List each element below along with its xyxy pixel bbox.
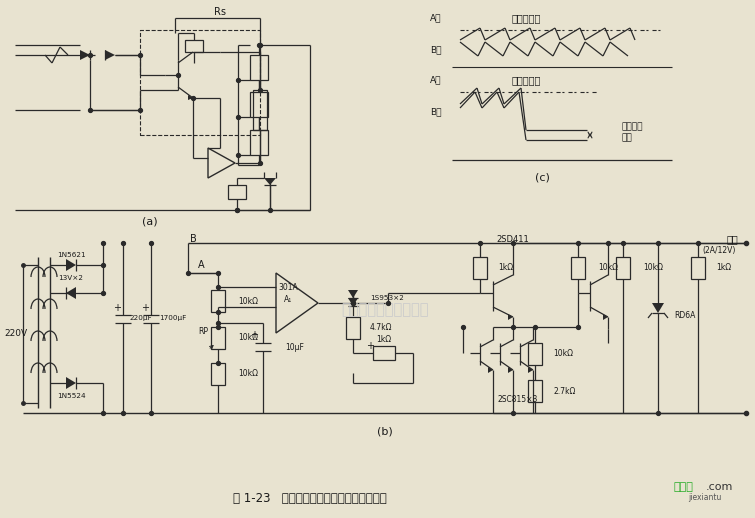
Text: 220μF: 220μF [130, 315, 153, 321]
Polygon shape [348, 298, 358, 306]
Bar [211, 363, 225, 385]
Bar [373, 346, 395, 360]
Bar [253, 90, 267, 130]
Text: B点: B点 [430, 108, 442, 117]
Text: 1kΩ: 1kΩ [716, 264, 731, 272]
Bar [346, 317, 360, 339]
Text: +: + [366, 341, 374, 351]
Text: A₁: A₁ [284, 295, 292, 304]
Text: 1700μF: 1700μF [159, 315, 186, 321]
Text: (a): (a) [142, 217, 158, 227]
Text: 10kΩ: 10kΩ [238, 334, 258, 342]
Text: 1S953×2: 1S953×2 [370, 295, 404, 301]
Bar [528, 380, 542, 402]
Polygon shape [264, 178, 276, 185]
Polygon shape [652, 303, 664, 313]
Bar [571, 257, 585, 279]
Text: 1N5621: 1N5621 [57, 252, 85, 258]
Bar [228, 185, 246, 199]
Polygon shape [508, 314, 513, 320]
Text: B: B [190, 234, 197, 244]
Bar [250, 92, 268, 117]
Text: A点: A点 [430, 76, 442, 84]
Text: RD6A: RD6A [674, 310, 695, 320]
Text: 过电压时: 过电压时 [622, 122, 643, 132]
Polygon shape [80, 50, 90, 60]
Text: 2.7kΩ: 2.7kΩ [553, 386, 575, 396]
Text: 接线图: 接线图 [674, 482, 694, 492]
Text: (2A/12V): (2A/12V) [703, 247, 736, 255]
Text: +: + [250, 330, 258, 340]
Polygon shape [66, 259, 76, 271]
Text: 2SD411: 2SD411 [496, 235, 528, 243]
Text: 10μF: 10μF [285, 342, 304, 352]
Polygon shape [348, 290, 358, 298]
Text: 杭州将睬科技有限公司: 杭州将睬科技有限公司 [341, 303, 429, 318]
Text: 10kΩ: 10kΩ [598, 264, 618, 272]
Text: 301A: 301A [278, 282, 298, 292]
Bar [185, 40, 203, 52]
Text: +: + [141, 303, 149, 313]
Text: 4.7kΩ: 4.7kΩ [370, 324, 393, 333]
Text: 10kΩ: 10kΩ [238, 369, 258, 379]
Text: 动作: 动作 [622, 134, 633, 142]
Bar [691, 257, 705, 279]
Bar [140, 30, 260, 135]
Bar [211, 290, 225, 312]
Polygon shape [66, 377, 76, 389]
Text: B点: B点 [430, 46, 442, 54]
Text: (c): (c) [535, 172, 550, 182]
Text: 输出: 输出 [726, 234, 738, 244]
Polygon shape [105, 50, 115, 60]
Polygon shape [508, 367, 513, 373]
Text: 13V×2: 13V×2 [58, 275, 84, 281]
Text: 图 1-23   设有过流保护回路的稳压电源电路: 图 1-23 设有过流保护回路的稳压电源电路 [233, 492, 387, 505]
Text: +: + [113, 303, 121, 313]
Polygon shape [488, 367, 493, 373]
Text: Rs: Rs [214, 7, 226, 17]
Text: 1kΩ: 1kΩ [377, 335, 392, 343]
Bar [528, 343, 542, 365]
Bar [616, 257, 630, 279]
Polygon shape [66, 287, 76, 299]
Text: 通常工作时: 通常工作时 [512, 13, 541, 23]
Text: .com: .com [706, 482, 733, 492]
Text: A: A [198, 260, 205, 270]
Text: 220V: 220V [5, 329, 28, 338]
Bar [211, 327, 225, 349]
Text: 1kΩ: 1kΩ [498, 264, 513, 272]
Bar [473, 257, 487, 279]
Text: (b): (b) [378, 426, 393, 436]
Text: 2SC815×3: 2SC815×3 [498, 396, 538, 405]
Polygon shape [188, 95, 193, 100]
Text: 10kΩ: 10kΩ [553, 350, 573, 358]
Text: 10kΩ: 10kΩ [238, 296, 258, 306]
Text: 1N5524: 1N5524 [57, 393, 85, 399]
Text: jiexiantu: jiexiantu [688, 493, 721, 501]
Text: A点: A点 [430, 13, 442, 22]
Polygon shape [528, 367, 533, 373]
Text: RP: RP [198, 327, 208, 337]
Text: 10kΩ: 10kΩ [643, 264, 663, 272]
Bar [250, 55, 268, 80]
Bar [250, 130, 268, 155]
Polygon shape [603, 314, 608, 320]
Text: 过大电流时: 过大电流时 [512, 75, 541, 85]
